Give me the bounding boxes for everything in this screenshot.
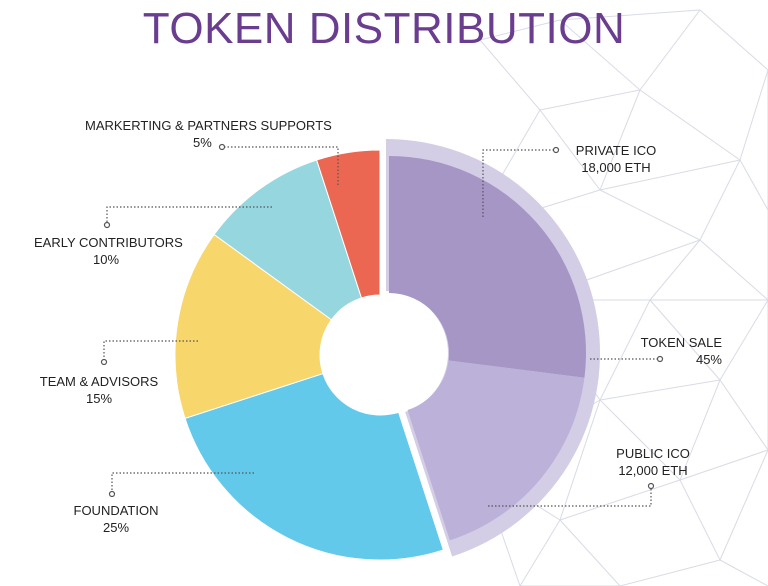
label-team-advisors-value: 15% [85,391,113,406]
background-network-line [599,159,741,191]
background-network-line [739,159,768,211]
background-network-line [719,299,768,381]
background-network-line [649,299,721,381]
background-network-line [639,89,741,161]
background-network-line [479,19,561,41]
slice-team-advisors [174,233,333,419]
label-foundation-value: 25% [102,520,130,535]
background-network-line [719,379,768,451]
donut-hole [323,295,443,415]
label-public-ico-name: PUBLIC ICO [616,446,690,461]
background-network-line [539,109,601,191]
slice-public-ico [407,360,585,541]
leader-public-ico [488,482,655,507]
background-network-line [599,89,641,191]
background-network-line [679,379,721,481]
background-network-line [559,479,681,521]
background-network-line [599,379,721,401]
label-private-ico: PRIVATE ICO 18,000 ETH [566,142,666,176]
background-network-line [559,519,621,586]
leader-marketing [218,143,339,185]
leader-private-ico [482,146,560,217]
label-foundation-name: FOUNDATION [73,503,159,518]
label-token-sale-name: TOKEN SALE [640,335,722,350]
label-private-ico-value: 18,000 ETH [581,160,651,175]
background-network-line [649,239,701,301]
background-network-line [719,449,768,561]
background-network-line [559,19,641,91]
label-public-ico: PUBLIC ICO 12,000 ETH [608,445,698,479]
background-network-line [479,39,541,111]
label-early-contributors-value: 10% [92,252,120,267]
label-token-sale-value: 45% [695,352,722,367]
label-team-advisors: TEAM & ADVISORS 15% [38,373,160,407]
background-network-line [639,9,701,91]
leader-token-sale [590,355,664,363]
background-network-line [699,159,741,241]
background-network-line [559,399,601,521]
background-network-line [599,299,651,401]
background-network-line [739,69,768,161]
page-title: TOKEN DISTRIBUTION [142,4,626,53]
background-network-line [619,559,721,586]
label-team-advisors-name: TEAM & ADVISORS [39,374,159,389]
slice-markerting-partners-supports [316,149,381,299]
background-network-line [679,479,721,561]
label-early-contributors-name: EARLY CONTRIBUTORS [34,235,183,250]
label-marketing: MARKERTING & PARTNERS SUPPORTS 5% [85,117,332,151]
background-network-line [719,559,768,586]
slice-foundation [184,372,444,561]
background-network-line [519,519,561,586]
label-public-ico-value: 12,000 ETH [618,463,688,478]
background-network-line [539,89,641,111]
label-token-sale: TOKEN SALE 45% [612,334,722,368]
label-early-contributors: EARLY CONTRIBUTORS 10% [34,234,183,268]
label-foundation: FOUNDATION 25% [68,502,164,536]
background-network-line [679,449,768,481]
label-marketing-value: 5% [193,135,212,150]
slice-early-contributors [213,159,363,321]
leader-team-advisors [100,340,198,366]
leader-foundation [108,472,254,498]
background-network-line [599,399,681,481]
background-network-line [559,9,701,21]
background-network-line [599,189,701,241]
leader-early-contributors [103,206,272,229]
slice-private-ico [389,156,587,378]
background-network-line [699,239,768,301]
label-marketing-name: MARKERTING & PARTNERS SUPPORTS [85,118,332,133]
background-network-line [699,9,768,71]
label-private-ico-name: PRIVATE ICO [575,143,657,158]
